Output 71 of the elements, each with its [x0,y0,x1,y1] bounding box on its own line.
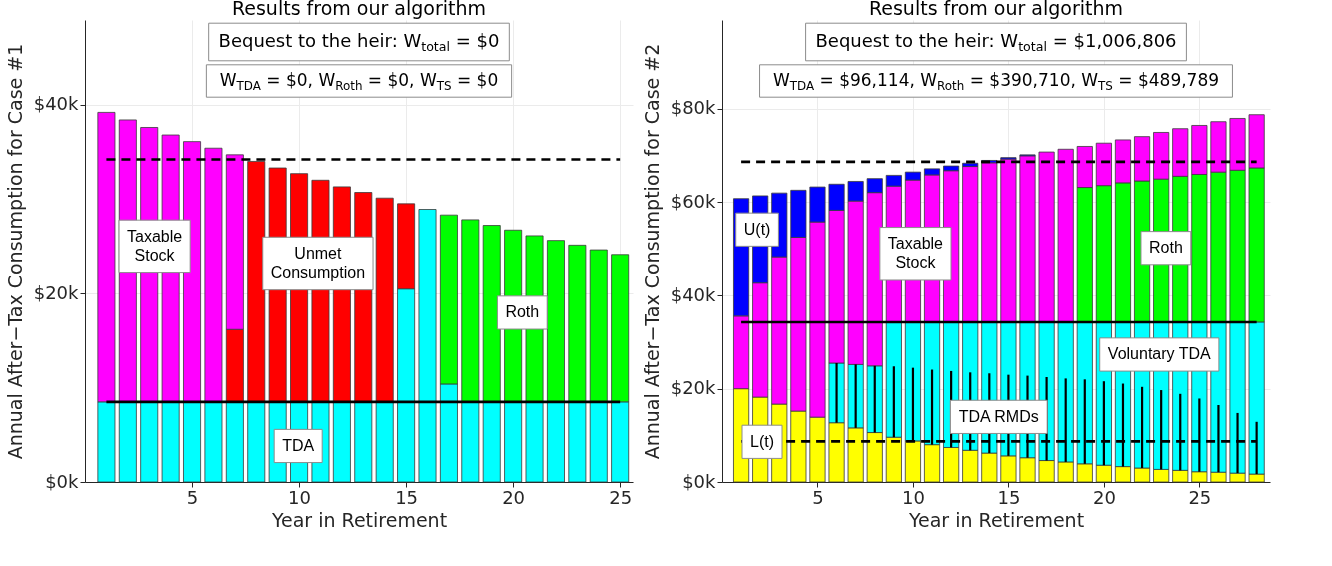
bar [461,401,480,483]
text: Bequest to the heir: W$_{total}$ = $0 [218,30,500,54]
y-axis-title: Annual After−Tax Consumption for Case #1 [3,43,26,460]
chart-title: Results from our algorithm [231,0,487,19]
x-tick-label: 10 [901,486,925,508]
bar [568,244,587,403]
x-axis-title: Year in Retirement [270,508,448,531]
text: Bequest to the heir: W$_{total}$ = $1,006,806 [815,30,1177,54]
x-tick-label: 20 [502,486,526,508]
bar [1000,158,1017,323]
bar [589,401,608,483]
annotation: U(t) [743,220,771,238]
bar [375,197,394,403]
bar [482,401,501,483]
bar [546,401,565,483]
bar [589,249,608,403]
bar [225,401,244,483]
bar [482,225,501,403]
bar [140,401,159,483]
annotation: W$_{TDA}$ = $96,114, W$_{Roth}$ = $390,710, W$_{TS}$ = $489,789 [772,69,1220,93]
annotation: Voluntary TDA [1107,345,1212,363]
bar [183,141,201,403]
y-tick-label: $20k [33,281,80,303]
annotation: Roth [505,303,540,321]
bar [354,401,373,483]
annotation: L(t) [750,432,774,450]
x-tick-label: 5 [812,486,824,508]
y-tick-label: $0k [45,470,80,492]
bar [161,401,180,483]
annotation: W$_{TDA}$ = $0, W$_{Roth}$ = $0, W$_{TS}$ = $0 [219,69,499,93]
bar [504,401,523,483]
annotation: TDA [282,436,315,454]
bar [461,219,480,403]
bar [204,401,223,483]
x-tick-label: 15 [395,486,419,508]
bar [183,401,201,483]
x-tick-label: 10 [288,486,312,508]
bar [568,401,587,483]
bar [118,401,137,483]
x-tick-label: 25 [609,486,633,508]
bar [418,209,437,483]
bar [204,147,223,403]
bar [332,401,351,483]
bar [962,166,979,323]
bar [247,401,266,483]
x-tick-label: 15 [997,486,1021,508]
y-tick-label: $80k [670,97,717,119]
y-tick-label: $60k [670,190,717,212]
bar [1057,148,1074,323]
bar [1019,155,1036,323]
y-tick-label: $40k [33,93,80,115]
y-tick-label: $0k [682,470,717,492]
y-axis-title: Annual After−Tax Consumption for Case #2 [640,43,663,460]
annotation: Taxable Stock [887,235,944,272]
y-tick-label: $20k [670,377,717,399]
x-tick-label: 5 [186,486,199,508]
bar [1038,151,1055,323]
x-tick-label: 20 [1092,486,1116,508]
annotation: Taxable Stock [127,227,183,264]
bar [375,401,394,483]
bar [546,240,565,403]
chart-title: Results from our algorithm [868,0,1124,19]
x-tick-label: 25 [1188,486,1212,508]
x-axis-title: Year in Retirement [907,508,1085,531]
bar [247,161,266,403]
annotation: Roth [1148,239,1183,257]
y-tick-label: $40k [670,283,717,305]
bar [525,401,544,483]
bar [981,162,998,323]
annotation: TDA RMDs [958,407,1039,425]
annotation: Unmet Consumption [270,244,366,282]
